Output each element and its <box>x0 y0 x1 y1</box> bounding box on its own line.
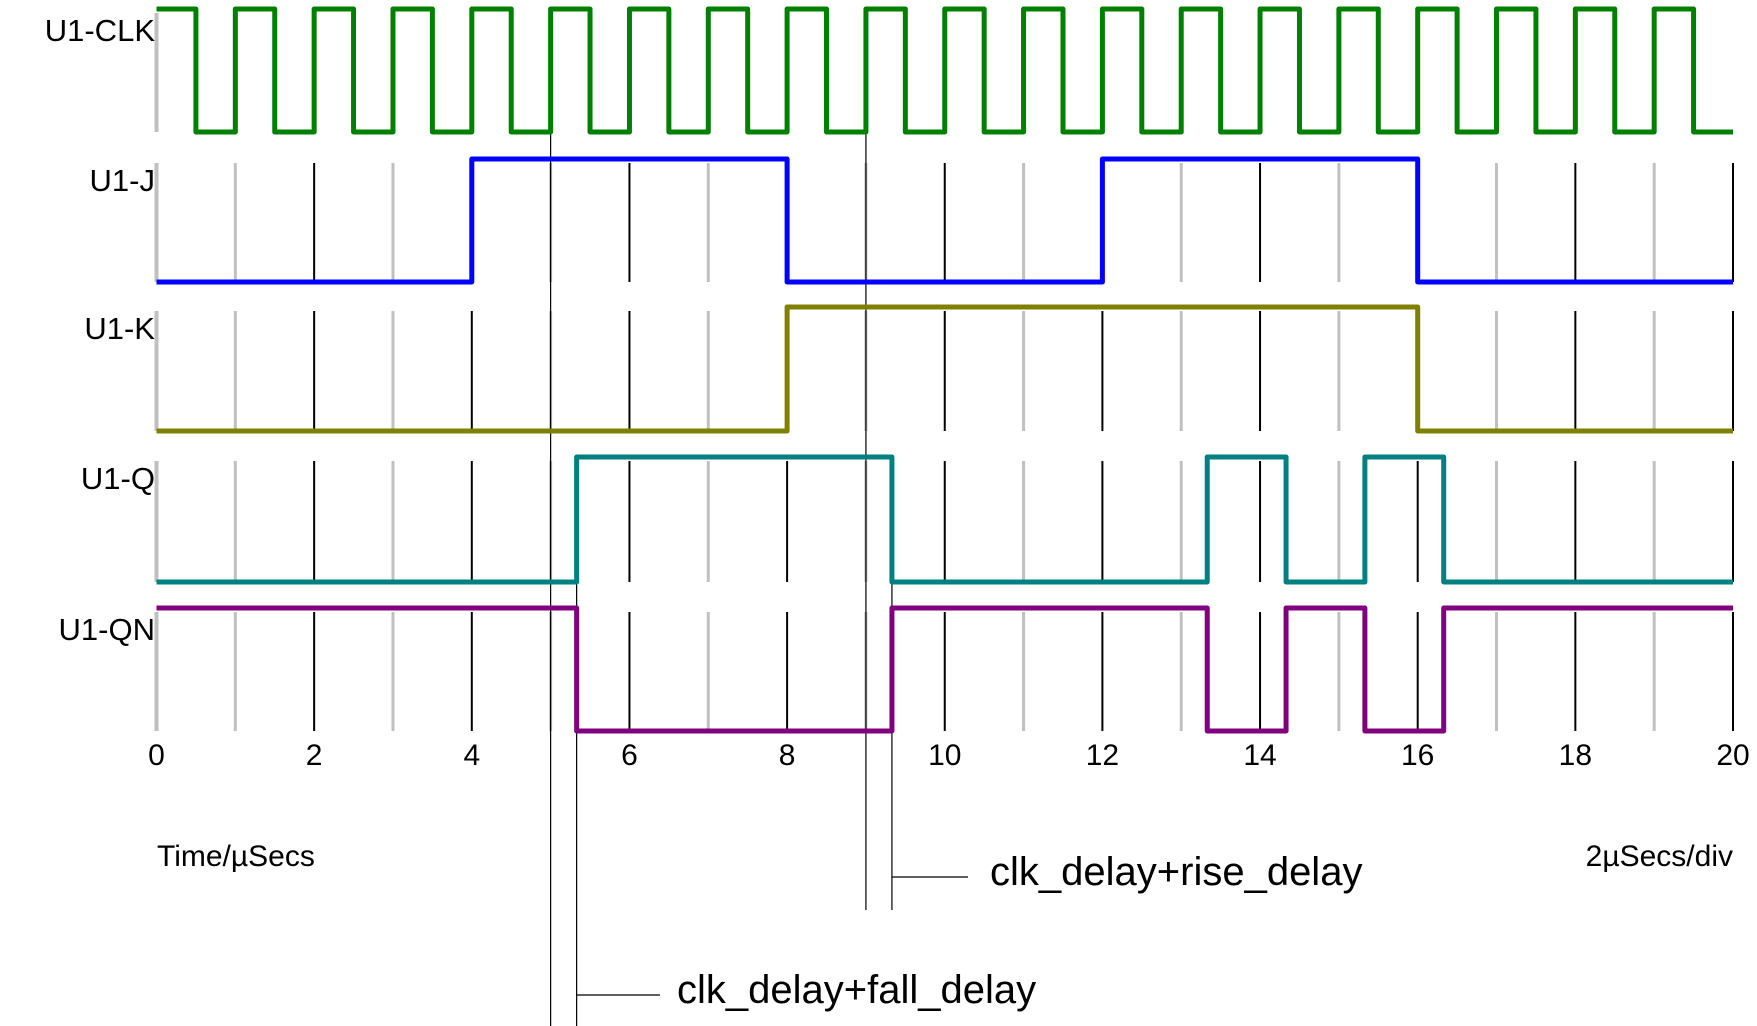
x-tick-label: 8 <box>779 739 796 772</box>
x-tick-label: 0 <box>148 739 165 772</box>
annotation-rise-delay: clk_delay+rise_delay <box>990 850 1362 894</box>
scale-label: 2µSecs/div <box>1586 840 1733 873</box>
trace-u1-clk <box>156 6 1733 135</box>
x-tick-label: 18 <box>1559 739 1592 772</box>
x-tick-label: 16 <box>1401 739 1434 772</box>
signal-label: U1-CLK <box>45 13 156 48</box>
signal-label: U1-QN <box>59 612 155 647</box>
cursor-lines <box>550 85 968 1026</box>
trace-u1-j <box>156 156 1733 285</box>
x-tick-labels: 0 2 4 6 8 10 12 14 16 18 20 <box>148 739 1750 772</box>
annotation-fall-delay: clk_delay+fall_delay <box>677 968 1036 1012</box>
trace-u1-qn <box>156 605 1733 734</box>
trace-u1-k <box>156 304 1733 434</box>
x-tick-label: 10 <box>928 739 961 772</box>
signal-label: U1-K <box>84 311 155 346</box>
trace-u1-q <box>156 454 1733 585</box>
x-tick-label: 20 <box>1716 739 1749 772</box>
x-axis-label: Time/µSecs <box>157 840 315 873</box>
x-tick-label: 6 <box>621 739 638 772</box>
x-tick-label: 4 <box>463 739 480 772</box>
signal-labels: U1-CLK U1-J U1-K U1-Q U1-QN <box>45 13 156 647</box>
signal-label: U1-J <box>90 163 155 198</box>
signal-label: U1-Q <box>81 461 155 496</box>
x-tick-label: 14 <box>1243 739 1276 772</box>
traces <box>156 6 1733 734</box>
x-tick-label: 12 <box>1086 739 1119 772</box>
x-tick-label: 2 <box>306 739 323 772</box>
